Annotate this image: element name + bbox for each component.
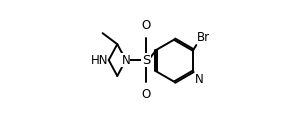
Text: Br: Br (197, 31, 210, 44)
Text: O: O (141, 88, 151, 101)
Text: S: S (142, 54, 150, 66)
Text: HN: HN (91, 54, 108, 66)
Text: N: N (194, 73, 203, 86)
Text: N: N (121, 54, 130, 66)
Text: O: O (141, 19, 151, 32)
